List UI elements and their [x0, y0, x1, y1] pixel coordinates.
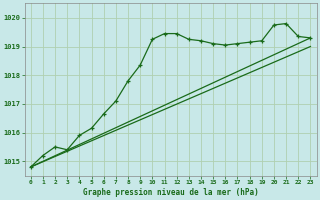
- X-axis label: Graphe pression niveau de la mer (hPa): Graphe pression niveau de la mer (hPa): [83, 188, 259, 197]
